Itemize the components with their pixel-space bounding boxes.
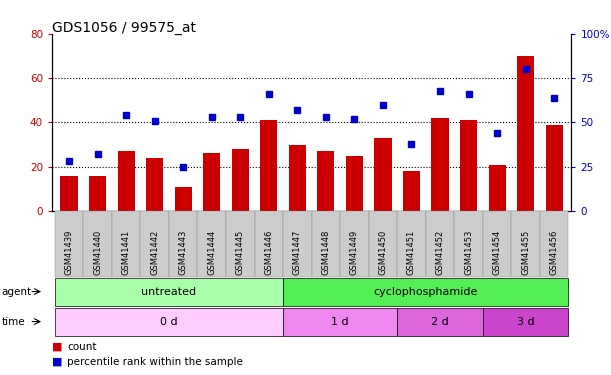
Text: untreated: untreated (141, 286, 197, 297)
Bar (431, 118, 448, 211)
Bar (403, 171, 420, 211)
Text: GSM41442: GSM41442 (150, 230, 159, 275)
Text: GSM41451: GSM41451 (407, 230, 416, 275)
Bar (375, 138, 392, 211)
Bar (60, 176, 78, 211)
Bar (175, 187, 192, 211)
Text: GSM41453: GSM41453 (464, 230, 473, 275)
Text: GSM41454: GSM41454 (492, 230, 502, 275)
Bar (489, 165, 506, 211)
Bar (203, 153, 221, 211)
Text: GSM41447: GSM41447 (293, 230, 302, 275)
Text: GSM41456: GSM41456 (550, 230, 558, 275)
Text: cyclophosphamide: cyclophosphamide (373, 286, 478, 297)
Text: count: count (67, 342, 97, 352)
Bar (117, 151, 134, 211)
Text: GSM41449: GSM41449 (350, 230, 359, 275)
Text: agent: agent (2, 286, 32, 297)
Text: percentile rank within the sample: percentile rank within the sample (67, 357, 243, 367)
Text: GSM41455: GSM41455 (521, 230, 530, 275)
Text: GSM41441: GSM41441 (122, 230, 131, 275)
Text: 1 d: 1 d (331, 316, 349, 327)
Text: GSM41443: GSM41443 (178, 230, 188, 275)
Text: 2 d: 2 d (431, 316, 449, 327)
Bar (146, 158, 163, 211)
Bar (546, 124, 563, 211)
Bar (460, 120, 477, 211)
Text: 0 d: 0 d (160, 316, 178, 327)
Text: ■: ■ (52, 357, 62, 367)
Text: GSM41448: GSM41448 (321, 230, 331, 275)
Bar (89, 176, 106, 211)
Bar (232, 149, 249, 211)
Bar (289, 145, 306, 211)
Bar (346, 156, 363, 211)
Text: GSM41439: GSM41439 (65, 230, 73, 275)
Text: ■: ■ (52, 342, 62, 352)
Text: GDS1056 / 99575_at: GDS1056 / 99575_at (52, 21, 196, 34)
Text: GSM41446: GSM41446 (265, 230, 273, 275)
Text: 3 d: 3 d (517, 316, 535, 327)
Text: GSM41440: GSM41440 (93, 230, 102, 275)
Text: time: time (2, 316, 26, 327)
Text: GSM41452: GSM41452 (436, 230, 445, 275)
Bar (517, 56, 534, 211)
Text: GSM41445: GSM41445 (236, 230, 245, 275)
Text: GSM41450: GSM41450 (378, 230, 387, 275)
Bar (317, 151, 334, 211)
Text: GSM41444: GSM41444 (207, 230, 216, 275)
Bar (260, 120, 277, 211)
